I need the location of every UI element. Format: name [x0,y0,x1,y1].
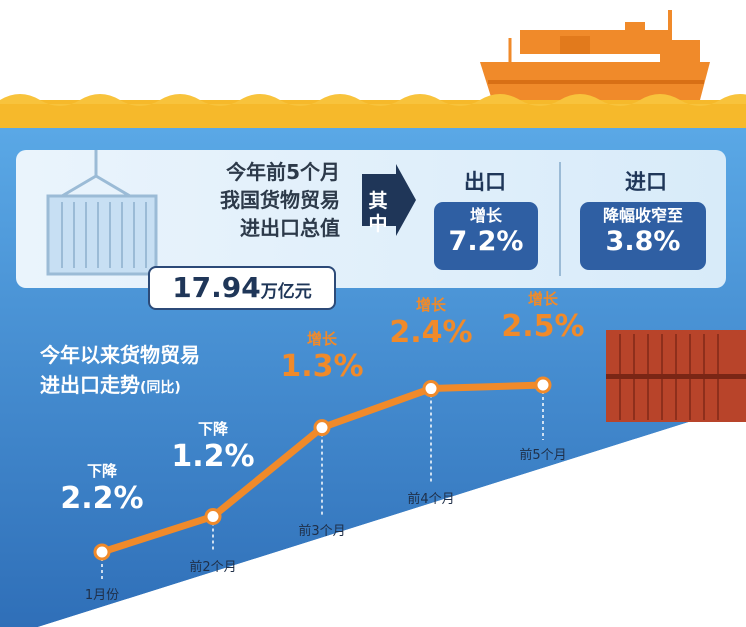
x-tick-label: 1月份 [84,588,120,603]
import-label: 降幅收窄至 [602,206,683,225]
total-unit: 万亿元 [260,282,312,302]
x-tick-label: 前4个月 [407,492,455,507]
import-stat-box: 降幅收窄至 3.8% [580,202,706,270]
data-point [313,419,331,437]
point-change-label: 下降 [197,420,228,438]
x-tick-label: 前5个月 [519,448,567,463]
data-point [422,380,440,398]
total-value-box: 17.94万亿元 [148,266,336,310]
total-value: 17.94 [172,271,261,304]
hanging-container-icon [46,150,158,276]
cargo-ship-icon [480,10,710,100]
export-heading: 出口 [464,170,506,194]
container-stack-icon [606,330,746,422]
point-value-label: 1.2% [171,439,255,474]
summary-title-line: 进出口总值 [240,216,340,240]
import-value: 3.8% [605,226,681,257]
trend-title: 今年以来货物贸易 进出口走势(同比) [40,340,200,403]
summary-title-line: 今年前5个月 [226,160,340,184]
trend-title-suffix: (同比) [140,380,181,396]
data-point [204,507,222,525]
point-value-label: 2.2% [60,481,144,516]
trend-title-line2: 进出口走势 [40,373,140,397]
x-tick-label: 前2个月 [189,560,237,575]
point-change-label: 增长 [415,296,446,314]
point-value-label: 1.3% [280,349,364,384]
of-which-label: 其中 [368,190,388,235]
of-which-arrow-icon [362,164,416,236]
point-value-label: 2.5% [501,309,585,344]
point-value-label: 2.4% [389,315,473,350]
data-point [93,543,111,561]
summary-title-line: 我国货物贸易 [220,188,340,212]
data-point [534,376,552,394]
point-change-label: 增长 [306,330,337,348]
export-stat-box: 增长 7.2% [434,202,538,270]
x-tick-label: 前3个月 [298,524,346,539]
trend-title-line1: 今年以来货物贸易 [40,343,200,367]
point-change-label: 下降 [86,462,117,480]
export-label: 增长 [469,206,502,225]
summary-title: 今年前5个月 我国货物贸易 进出口总值 [150,158,340,242]
import-heading: 进口 [625,170,667,194]
point-change-label: 增长 [527,290,558,308]
export-value: 7.2% [448,226,524,257]
